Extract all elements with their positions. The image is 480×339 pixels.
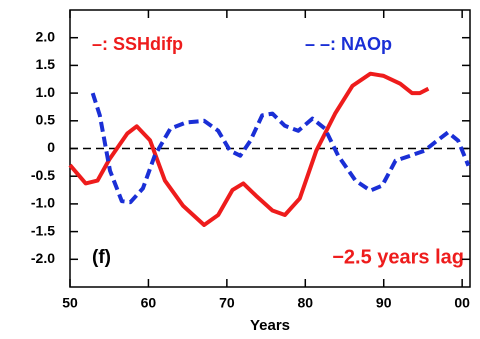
y-tick-label: 1.5 [36, 56, 56, 72]
x-tick-label: 70 [219, 295, 235, 311]
x-tick-label: 80 [298, 295, 314, 311]
y-tick-label: 2.0 [36, 28, 56, 44]
series-line [68, 71, 430, 227]
y-tick-label: 1.0 [36, 84, 56, 100]
legend-entry: – –: NAOp [305, 34, 392, 54]
y-tick-label: -0.5 [31, 167, 55, 183]
x-tick-label: 50 [62, 295, 78, 311]
y-tick-label: -1.5 [31, 222, 55, 238]
y-tick-label: -1.0 [31, 195, 55, 211]
x-tick-label: 00 [454, 295, 470, 311]
panel-label: (f) [92, 247, 111, 268]
series-line [90, 92, 471, 205]
x-tick-label: 60 [141, 295, 157, 311]
y-tick-label: -2.0 [31, 250, 55, 266]
y-tick-label: 0.5 [36, 112, 56, 128]
x-tick-label: 90 [376, 295, 392, 311]
legend-entry: –: SSHdifp [92, 34, 183, 54]
lag-annotation: −2.5 years lag [332, 246, 464, 268]
x-axis-label: Years [250, 317, 290, 334]
y-tick-label: 0 [47, 139, 55, 155]
